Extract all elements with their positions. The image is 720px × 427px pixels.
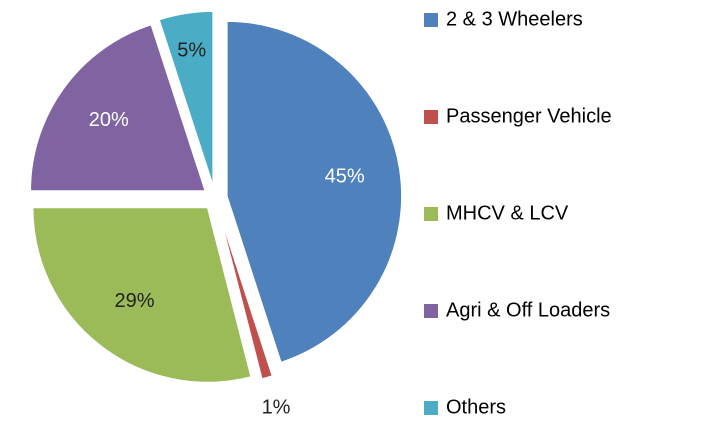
data-label: 5% [177, 39, 206, 61]
legend-swatch [424, 304, 438, 318]
data-label: 20% [89, 109, 129, 131]
legend-label: 2 & 3 Wheelers [446, 8, 583, 30]
legend-label: Agri & Off Loaders [446, 299, 610, 321]
legend-label: MHCV & LCV [446, 202, 569, 224]
legend-label: Passenger Vehicle [446, 105, 612, 127]
legend-swatch [424, 207, 438, 221]
pie-slice [226, 20, 403, 364]
pie-slice [29, 23, 207, 192]
data-label: 45% [325, 166, 365, 188]
legend-swatch [424, 110, 438, 124]
pie-slice [158, 10, 214, 187]
pie-slice [31, 206, 253, 384]
data-label: 1% [262, 396, 291, 418]
legend-swatch [424, 13, 438, 27]
data-label: 29% [115, 290, 155, 312]
legend-swatch [424, 401, 438, 415]
legend-label: Others [446, 396, 506, 418]
pie-slice [217, 209, 274, 380]
